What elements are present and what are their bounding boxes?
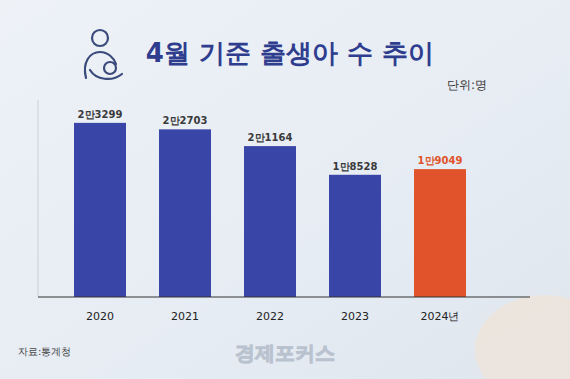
title: 4월 기준 출생아 수 추이 [146,38,434,68]
unit-label: 단위:명 [447,78,487,92]
data-label: 2만3299 [78,109,123,120]
bar [159,129,211,297]
background [0,0,570,379]
x-axis-line [38,297,530,298]
bar [329,175,381,297]
data-label: 1만8528 [333,161,378,172]
y-axis-line [38,100,39,297]
data-label: 2만2703 [163,115,208,126]
x-tick-label: 2022 [256,310,284,323]
data-label: 2만1164 [248,132,293,143]
x-tick-label: 2020 [86,310,114,323]
source: 자료:통계청 [18,346,71,357]
bar [244,146,296,297]
data-label: 1만9049 [418,155,463,166]
decor [475,295,570,379]
baby-icon [85,30,122,79]
logo: 경제포커스 [235,341,335,365]
bar [74,123,126,297]
x-tick-label: 2023 [341,310,369,323]
bar [414,169,466,297]
x-tick-label: 2021 [171,310,199,323]
x-tick-label: 2024년 [421,310,460,323]
chart-svg: 4월 기준 출생아 수 추이단위:명자료:통계청 경제포커스 2020 2만3299 2… [0,0,570,379]
chart-root: 4월 기준 출생아 수 추이단위:명자료:통계청 경제포커스 2020 2만3299 2… [0,0,570,379]
bars [74,123,466,297]
